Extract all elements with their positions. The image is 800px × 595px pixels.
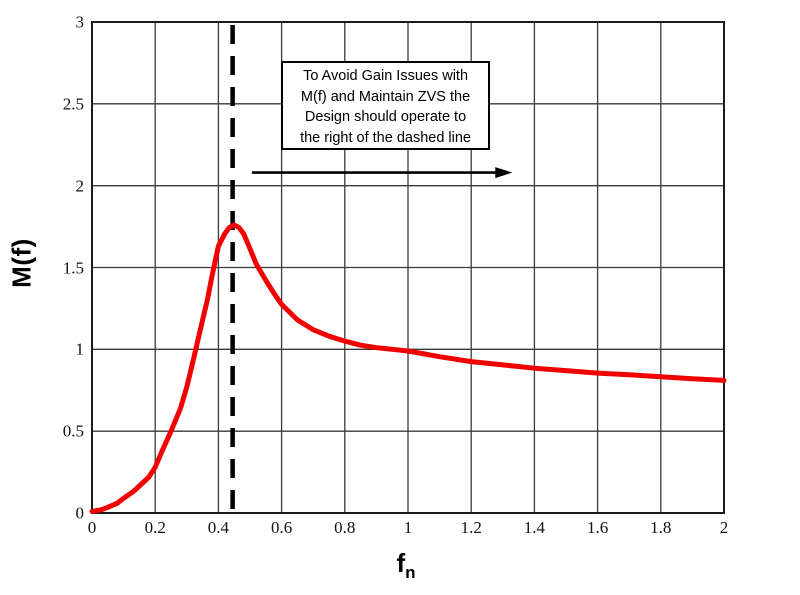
x-tick-label: 1 — [403, 518, 413, 537]
x-axis-title-subscript: n — [405, 563, 416, 583]
x-tick-label: 1.6 — [586, 518, 609, 537]
x-tick-label: 0.6 — [270, 518, 293, 537]
gain-curve-line — [89, 222, 727, 514]
x-axis-title-symbol: f — [396, 548, 406, 578]
x-axis-title: fn — [396, 550, 415, 581]
y-axis-title: M(f) — [6, 238, 37, 288]
x-tick-label: 0.4 — [207, 518, 230, 537]
y-tick-label: 1 — [75, 339, 85, 359]
note-line-1: To Avoid Gain Issues with — [303, 68, 469, 85]
y-tick-label: 2.5 — [62, 94, 84, 114]
x-tick-label: 1.4 — [523, 518, 546, 537]
annotation-note-box: To Avoid Gain Issues with M(f) and Maint… — [280, 61, 491, 150]
x-tick-label: 1.8 — [650, 518, 672, 537]
x-tick-label: 0.8 — [334, 518, 356, 537]
y-tick-label: 0.5 — [62, 421, 84, 441]
y-tick-label: 3 — [75, 12, 85, 32]
note-line-3: Design should operate to — [304, 109, 467, 126]
y-tick-label: 2 — [75, 176, 85, 196]
y-tick-label: 1.5 — [62, 258, 84, 277]
x-tick-label: 2 — [719, 518, 729, 537]
note-line-2: M(f) and Maintain ZVS the — [300, 88, 471, 105]
x-tick-label: 1.2 — [460, 518, 482, 537]
x-tick-label: 0.2 — [144, 518, 166, 537]
note-line-4: the right of the dashed line — [300, 129, 471, 146]
plot-border — [91, 21, 725, 514]
x-tick-label: 0 — [87, 518, 97, 537]
y-tick-label: 0 — [75, 503, 85, 523]
operating-region-arrow — [251, 167, 513, 179]
